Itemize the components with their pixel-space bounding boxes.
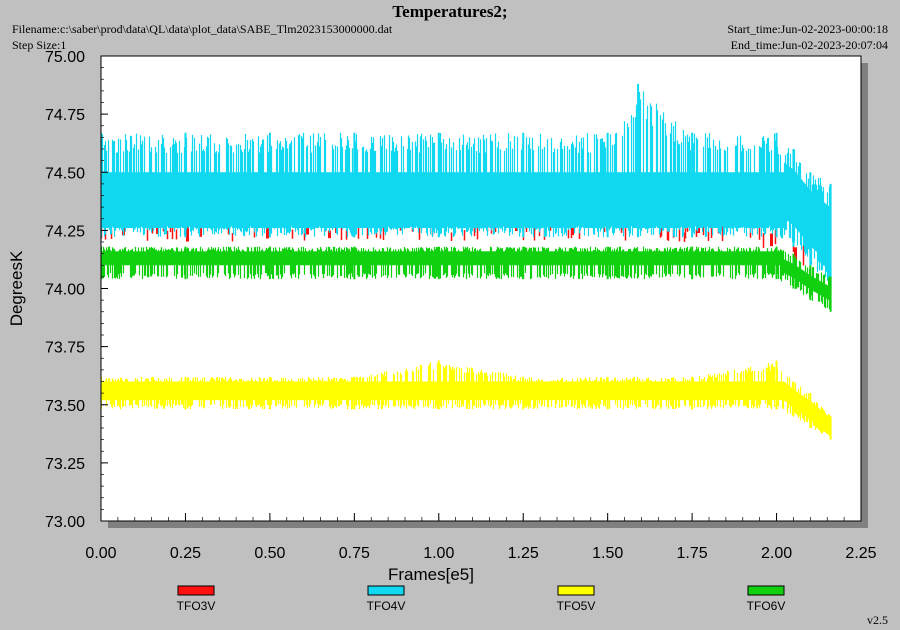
x-tick-label: 0.50	[254, 545, 285, 562]
y-tick-label: 74.75	[45, 107, 85, 124]
x-tick-label: 1.00	[423, 545, 454, 562]
legend-swatch-tfo4v	[367, 585, 405, 596]
x-tick-label: 1.50	[592, 545, 623, 562]
legend: TFO3V TFO4V TFO5V TFO6V	[177, 585, 786, 610]
x-tick-label: 2.25	[845, 545, 876, 562]
x-tick-label: 0.25	[170, 545, 201, 562]
series-tfo6v	[101, 246, 832, 312]
x-tick-label: 0.75	[339, 545, 370, 562]
x-tick-label: 0.00	[85, 545, 116, 562]
legend-label-tfo5v: TFO5V	[557, 599, 596, 610]
legend-label-tfo4v: TFO4V	[367, 599, 406, 610]
filename-label: Filename:c:\saber\prod\data\QL\data\plot…	[12, 22, 393, 36]
y-tick-label: 73.25	[45, 456, 85, 473]
series-tfo5v	[101, 360, 832, 440]
x-axis: 0.00 0.25 0.50 0.75 1.00 1.25 1.50 1.75 2.00 2.25	[85, 513, 877, 562]
plot-background	[100, 55, 862, 522]
chart-area: 73.00 73.25 73.50 73.75 74.00 74.25 74.50 74.75…	[7, 49, 877, 610]
chart-title: Temperatures2;	[392, 2, 508, 21]
y-tick-label: 74.50	[45, 165, 85, 182]
y-tick-label: 75.00	[45, 49, 85, 66]
end-time-label: End_time:Jun-02-2023-20:07:04	[730, 38, 888, 52]
legend-swatch-tfo6v	[747, 585, 785, 596]
y-tick-label: 73.50	[45, 398, 85, 415]
x-tick-label: 1.75	[677, 545, 708, 562]
y-tick-label: 73.75	[45, 340, 85, 357]
y-axis-label: DegreesK	[7, 250, 26, 326]
x-tick-label: 1.25	[508, 545, 539, 562]
x-tick-label: 2.00	[761, 545, 792, 562]
y-axis: 73.00 73.25 73.50 73.75 74.00 74.25 74.50 74.75…	[45, 49, 108, 531]
series-tfo4v	[101, 83, 832, 289]
y-tick-label: 74.00	[45, 282, 85, 299]
y-tick-label: 74.25	[45, 223, 85, 240]
legend-swatch-tfo5v	[557, 585, 595, 596]
step-size-label: Step Size:1	[12, 38, 67, 52]
legend-label-tfo6v: TFO6V	[747, 599, 786, 610]
y-tick-label: 73.00	[45, 514, 85, 531]
x-axis-label: Frames[e5]	[388, 565, 474, 584]
legend-swatch-tfo3v	[177, 585, 215, 596]
legend-label-tfo3v: TFO3V	[177, 599, 216, 610]
version-label: v2.5	[867, 613, 888, 627]
start-time-label: Start_time:Jun-02-2023-00:00:18	[727, 22, 888, 36]
